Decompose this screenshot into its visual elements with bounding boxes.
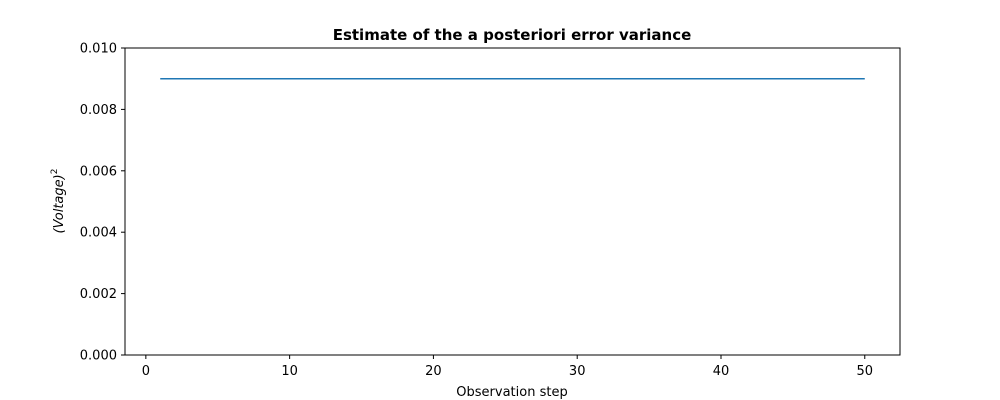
y-axis: 0.000 0.002 0.004 0.006 0.008 0.010 — [80, 42, 125, 364]
chart-title: Estimate of the a posteriori error varia… — [333, 26, 692, 44]
y-axis-label-superscript: 2 — [50, 169, 60, 175]
x-tick-label: 20 — [425, 364, 442, 379]
y-tick-label: 0.000 — [80, 349, 117, 364]
plot-frame — [124, 47, 901, 356]
x-tick-label: 30 — [569, 364, 586, 379]
y-tick-label: 0.004 — [80, 226, 117, 241]
x-tick-label: 40 — [713, 364, 730, 379]
x-tick-label: 50 — [856, 364, 873, 379]
y-tick-label: 0.006 — [80, 164, 117, 179]
y-tick-label: 0.002 — [80, 287, 117, 302]
y-axis-label-text: (Voltage) — [52, 174, 67, 233]
y-tick-label: 0.008 — [80, 103, 117, 118]
x-tick-label: 0 — [142, 364, 150, 379]
x-axis-label: Observation step — [456, 385, 567, 400]
y-axis-label: (Voltage)2 — [50, 169, 67, 234]
x-axis: 0 10 20 30 40 50 — [142, 355, 873, 379]
x-tick-label: 10 — [281, 364, 298, 379]
y-tick-label: 0.010 — [80, 42, 117, 57]
